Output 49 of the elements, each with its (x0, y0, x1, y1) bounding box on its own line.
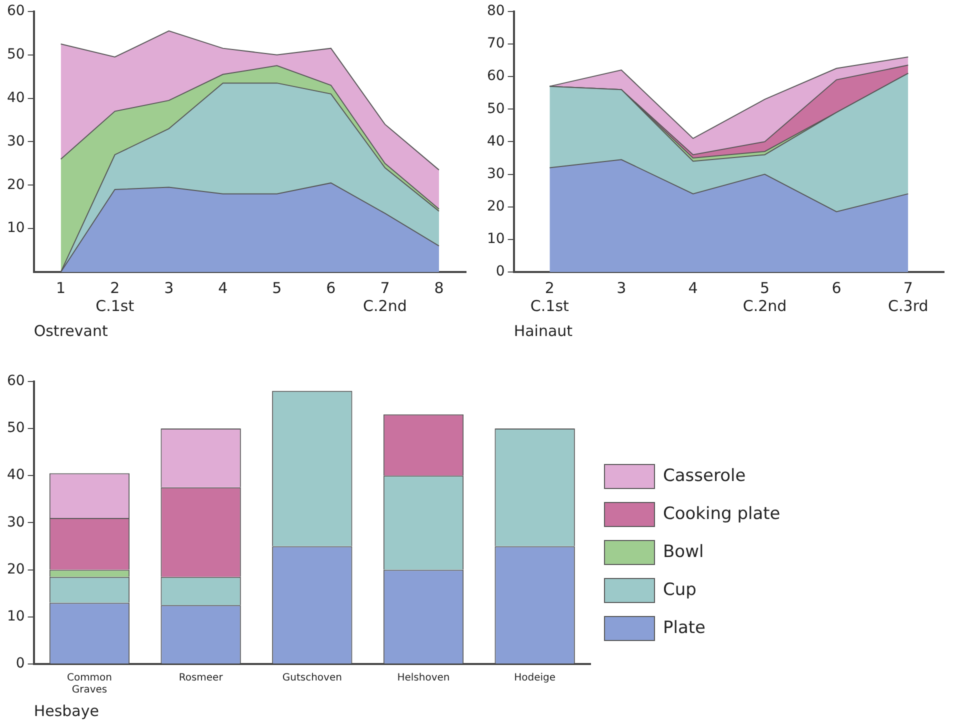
x-tick-label: 6 (326, 278, 336, 297)
x-tick-label: 3 (164, 278, 174, 297)
y-tick-label: 50 (6, 46, 25, 62)
y-tick-label: 10 (486, 231, 505, 248)
x-tick-label: 4 (218, 278, 228, 297)
x-tick-label: 6 (832, 278, 842, 297)
x-tick-label: 7 C.3rd (888, 278, 928, 315)
y-tick-label: 20 (6, 561, 25, 578)
y-tick-label: 60 (6, 373, 25, 390)
legend-label: Bowl (663, 542, 704, 562)
x-tick-label: 2 C.1st (96, 278, 134, 315)
x-tick-label: 5 (272, 278, 282, 297)
x-tick-label: 1 (56, 278, 66, 297)
y-tick-label: 50 (486, 100, 505, 117)
y-tick-label: 0 (16, 656, 25, 672)
x-tick-label: 2 C.1st (530, 278, 570, 315)
x-tick-label: Gutschoven (282, 672, 342, 684)
y-tick-label: 20 (6, 176, 25, 193)
legend-label: Cup (663, 580, 696, 600)
y-tick-label: 30 (6, 133, 25, 150)
x-axis-title: Hesbaye (34, 702, 99, 720)
y-tick-label: 30 (6, 514, 25, 530)
y-tick-label: 80 (486, 3, 505, 20)
y-tick-label: 40 (6, 467, 25, 484)
x-tick-label: Hodeige (514, 672, 556, 684)
y-tick-label: 50 (6, 420, 25, 436)
x-tick-label: Common Graves (66, 672, 112, 696)
y-tick-label: 70 (486, 36, 505, 52)
x-tick-label: 4 (688, 278, 698, 297)
x-axis-title: Ostrevant (34, 322, 108, 340)
y-tick-label: 20 (486, 198, 505, 214)
x-tick-label: Rosmeer (178, 672, 224, 684)
legend-label: Plate (663, 618, 706, 638)
x-tick-label: 8 (434, 278, 444, 297)
x-tick-label: 5 C.2nd (742, 278, 787, 315)
x-tick-label: Helshoven (397, 672, 450, 684)
x-axis-title: Hainaut (514, 322, 573, 340)
y-tick-label: 30 (486, 166, 505, 182)
y-tick-label: 40 (486, 133, 505, 150)
y-tick-label: 60 (486, 68, 505, 84)
y-tick-label: 40 (6, 90, 25, 106)
y-tick-label: 0 (496, 264, 505, 280)
x-tick-label: 3 (616, 278, 626, 297)
y-tick-label: 10 (6, 608, 25, 625)
y-tick-label: 60 (6, 3, 25, 20)
y-tick-label: 10 (6, 220, 25, 236)
legend-label: Cooking plate (663, 504, 780, 524)
legend-label: Casserole (663, 466, 746, 486)
x-tick-label: 7 C.2nd (363, 278, 407, 315)
